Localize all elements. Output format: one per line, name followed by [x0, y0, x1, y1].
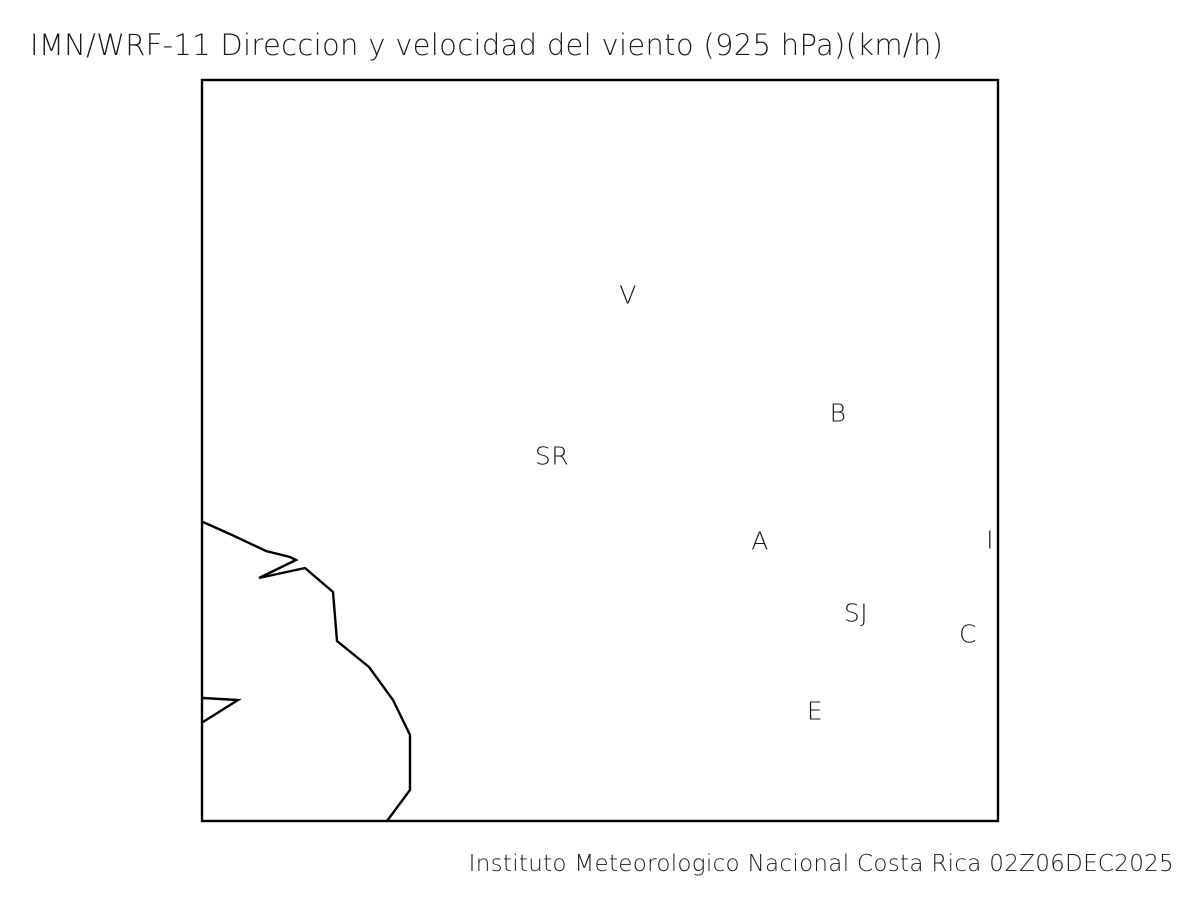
footer-attribution: Instituto Meteorologico Nacional Costa R… [468, 851, 1174, 877]
station-label-v: V [619, 280, 637, 310]
coastline-group [202, 520, 412, 822]
coastline-nicoya-inlet-spur [202, 696, 242, 724]
station-label-sr: SR [534, 441, 570, 471]
map-frame-border [200, 78, 1000, 823]
station-label-sj: SJ [843, 598, 869, 628]
station-label-a: A [751, 526, 769, 556]
station-label-e: E [806, 696, 824, 726]
coastline-pacific-coast-main [202, 520, 412, 822]
station-label-b: B [829, 398, 847, 428]
page-title: IMN/WRF-11 Direccion y velocidad del vie… [30, 28, 944, 62]
station-label-i: I [986, 525, 994, 555]
station-label-c: C [959, 619, 977, 649]
